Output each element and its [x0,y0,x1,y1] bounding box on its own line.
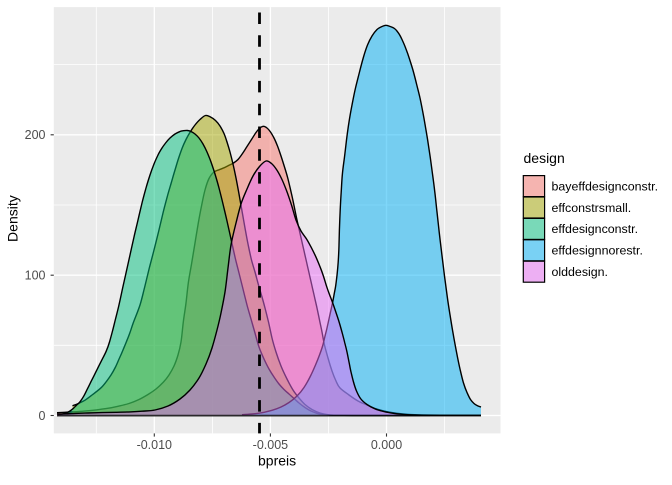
svg-text:effdesignconstr.: effdesignconstr. [552,222,639,236]
svg-text:0.000: 0.000 [371,438,402,452]
svg-text:Density: Density [5,195,21,242]
svg-text:design: design [524,150,565,166]
svg-text:-0.010: -0.010 [137,438,172,452]
svg-text:200: 200 [25,128,46,142]
svg-text:0: 0 [39,409,46,423]
svg-text:effdesignnorestr.: effdesignnorestr. [552,244,643,258]
svg-text:bayeffdesignconstr.: bayeffdesignconstr. [552,179,659,193]
svg-text:-0.005: -0.005 [253,438,288,452]
svg-text:bpreis: bpreis [258,452,296,468]
svg-text:effconstrsmall.: effconstrsmall. [552,201,632,215]
svg-text:100: 100 [25,269,46,283]
svg-text:olddesign.: olddesign. [552,265,609,279]
